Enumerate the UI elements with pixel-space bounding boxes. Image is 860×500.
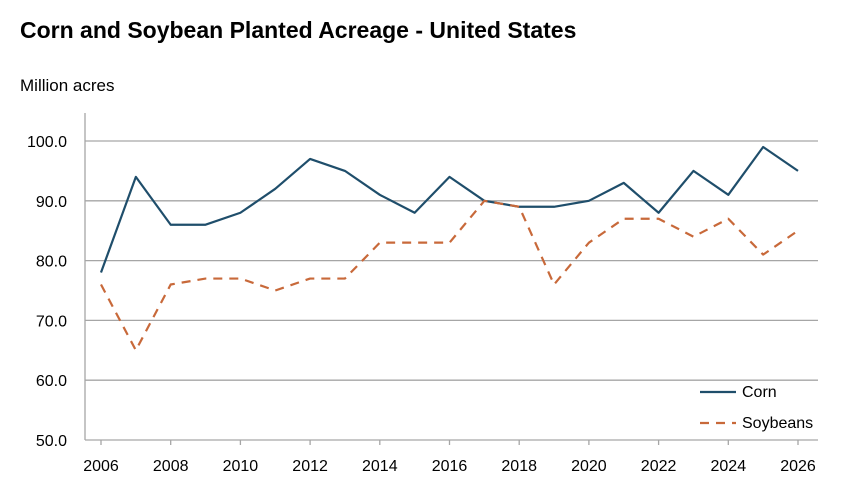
y-tick-label: 70.0	[36, 313, 67, 330]
x-tick-label: 2024	[711, 458, 747, 475]
chart-title: Corn and Soybean Planted Acreage - Unite…	[20, 17, 577, 43]
legend-label: Corn	[742, 384, 777, 401]
x-tick-label: 2016	[432, 458, 468, 475]
series-line-soybeans	[100, 199, 799, 352]
legend-label: Soybeans	[742, 415, 813, 432]
x-tick-label: 2014	[362, 458, 398, 475]
x-tick-label: 2010	[223, 458, 259, 475]
y-axis-label: Million acres	[20, 76, 115, 95]
x-tick-label: 2006	[83, 458, 119, 475]
y-tick-label: 50.0	[36, 433, 67, 450]
x-tick-label: 2026	[780, 458, 816, 475]
x-tick-label: 2012	[292, 458, 328, 475]
x-tick-label: 2008	[153, 458, 189, 475]
x-tick-label: 2020	[571, 458, 607, 475]
y-tick-label: 100.0	[27, 134, 67, 151]
y-tick-label: 80.0	[36, 254, 67, 271]
x-tick-label: 2022	[641, 458, 677, 475]
y-tick-label: 60.0	[36, 373, 67, 390]
x-tick-label: 2018	[501, 458, 537, 475]
series-line-corn	[99, 145, 799, 273]
y-tick-label: 90.0	[36, 194, 67, 211]
